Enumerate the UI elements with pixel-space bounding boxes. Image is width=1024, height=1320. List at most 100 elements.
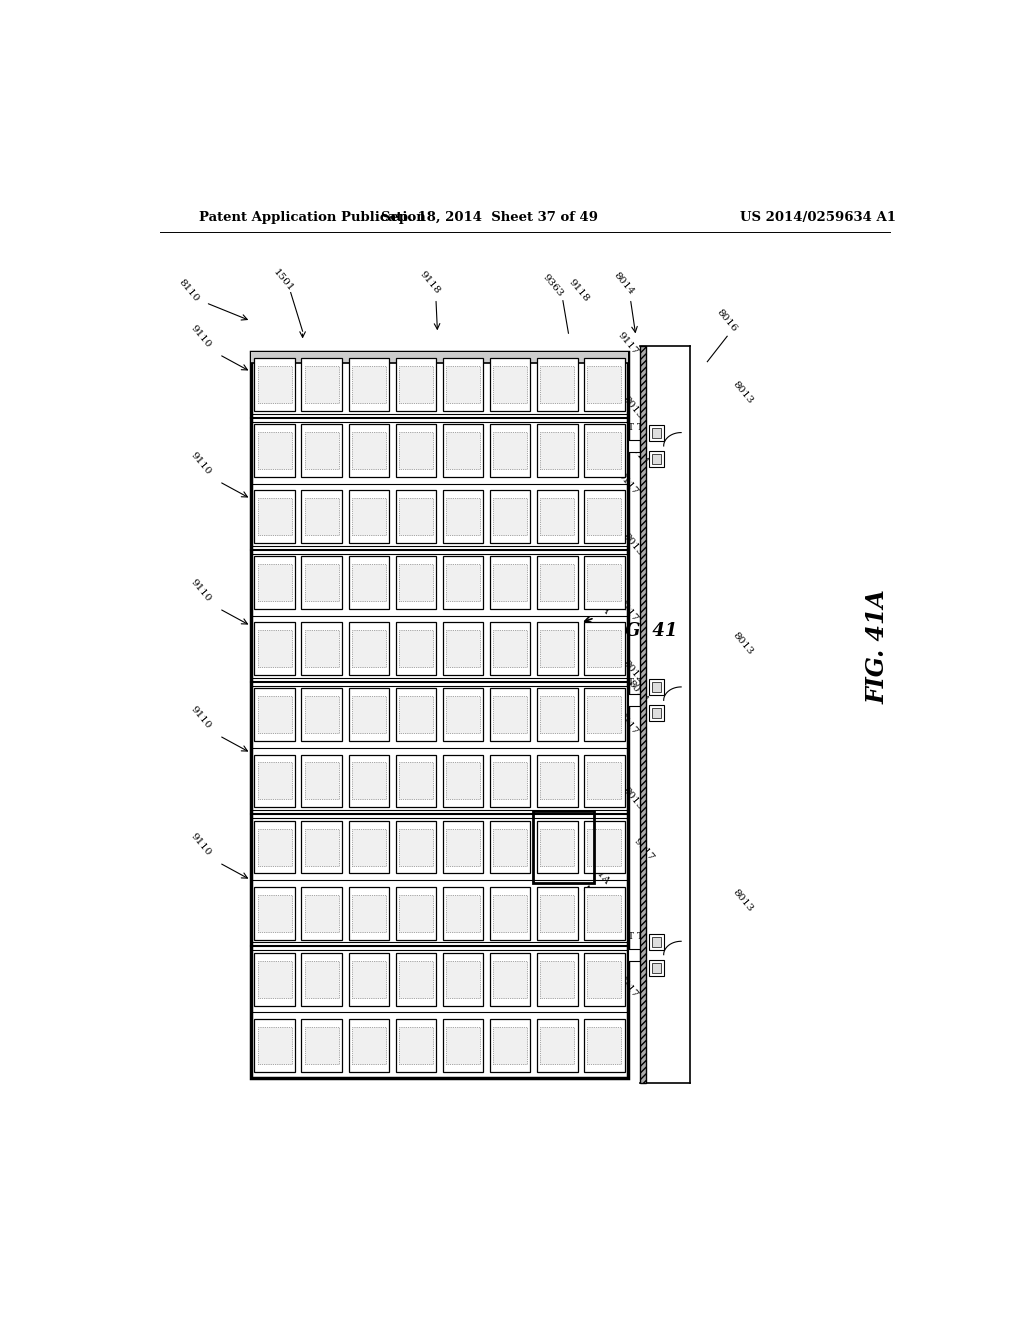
Bar <box>652 937 662 946</box>
Bar <box>301 358 342 411</box>
Bar <box>251 351 628 1078</box>
Text: 9117: 9117 <box>632 837 655 862</box>
Bar <box>395 424 436 477</box>
Bar <box>649 451 664 467</box>
Text: T: T <box>628 932 634 941</box>
Bar <box>258 631 292 668</box>
Bar <box>348 1019 389 1072</box>
Bar <box>305 763 339 800</box>
Bar <box>348 821 389 874</box>
Bar <box>348 490 389 543</box>
Bar <box>301 887 342 940</box>
Bar <box>395 358 436 411</box>
Text: 9117: 9117 <box>616 974 640 999</box>
Bar <box>649 425 664 441</box>
Bar <box>352 564 386 601</box>
Text: 8016: 8016 <box>715 308 739 334</box>
Bar <box>395 490 436 543</box>
Bar <box>541 432 574 469</box>
Bar <box>399 432 433 469</box>
Bar <box>258 366 292 403</box>
Bar <box>588 631 622 668</box>
Bar <box>584 821 625 874</box>
Text: FIG. 41: FIG. 41 <box>604 622 678 640</box>
Bar <box>446 895 480 932</box>
Text: 8014: 8014 <box>626 440 649 466</box>
Bar <box>258 961 292 998</box>
Text: T: T <box>637 932 643 941</box>
Bar <box>541 829 574 866</box>
Bar <box>537 424 578 477</box>
Bar <box>254 556 295 609</box>
Bar <box>494 498 527 535</box>
Bar <box>348 556 389 609</box>
Bar <box>442 887 483 940</box>
Bar <box>588 564 622 601</box>
Bar <box>628 440 640 451</box>
Text: 8013: 8013 <box>621 395 645 421</box>
Bar <box>537 821 578 874</box>
Bar <box>301 689 342 742</box>
Bar <box>305 1027 339 1064</box>
Bar <box>446 829 480 866</box>
Bar <box>494 564 527 601</box>
Bar <box>348 358 389 411</box>
Bar <box>584 755 625 808</box>
Bar <box>352 697 386 734</box>
Text: 9110: 9110 <box>189 450 213 477</box>
Bar <box>588 961 622 998</box>
Bar <box>489 424 530 477</box>
Bar <box>305 498 339 535</box>
Bar <box>399 829 433 866</box>
Bar <box>348 623 389 676</box>
Bar <box>489 821 530 874</box>
Bar <box>537 689 578 742</box>
Bar <box>489 887 530 940</box>
Bar <box>399 498 433 535</box>
Text: 9110: 9110 <box>189 705 213 730</box>
Bar <box>352 631 386 668</box>
Bar <box>442 358 483 411</box>
Bar <box>494 432 527 469</box>
Bar <box>352 961 386 998</box>
Bar <box>446 1027 480 1064</box>
Bar <box>584 1019 625 1072</box>
Bar <box>446 564 480 601</box>
Bar <box>399 961 433 998</box>
Bar <box>588 498 622 535</box>
Bar <box>258 697 292 734</box>
Bar <box>258 763 292 800</box>
Bar <box>305 895 339 932</box>
Text: 9117: 9117 <box>616 710 640 737</box>
Bar <box>537 755 578 808</box>
Bar <box>254 821 295 874</box>
Text: 1501: 1501 <box>270 268 295 293</box>
Bar <box>489 1019 530 1072</box>
Bar <box>446 763 480 800</box>
Bar <box>352 829 386 866</box>
Bar <box>399 895 433 932</box>
Bar <box>537 358 578 411</box>
Bar <box>494 961 527 998</box>
Bar <box>399 763 433 800</box>
Bar <box>395 755 436 808</box>
Bar <box>537 490 578 543</box>
Bar <box>584 623 625 676</box>
Bar <box>395 953 436 1006</box>
Bar <box>442 821 483 874</box>
Bar <box>305 564 339 601</box>
Text: 9110: 9110 <box>189 577 213 603</box>
Bar <box>628 949 640 961</box>
Bar <box>640 346 646 1084</box>
Bar <box>494 763 527 800</box>
Bar <box>348 424 389 477</box>
Bar <box>442 424 483 477</box>
Text: 8013: 8013 <box>621 532 645 557</box>
Text: 8013: 8013 <box>621 659 645 685</box>
Bar <box>584 887 625 940</box>
Bar <box>258 1027 292 1064</box>
Bar <box>305 697 339 734</box>
Bar <box>584 689 625 742</box>
Bar <box>399 1027 433 1064</box>
Text: 9118: 9118 <box>567 277 591 304</box>
